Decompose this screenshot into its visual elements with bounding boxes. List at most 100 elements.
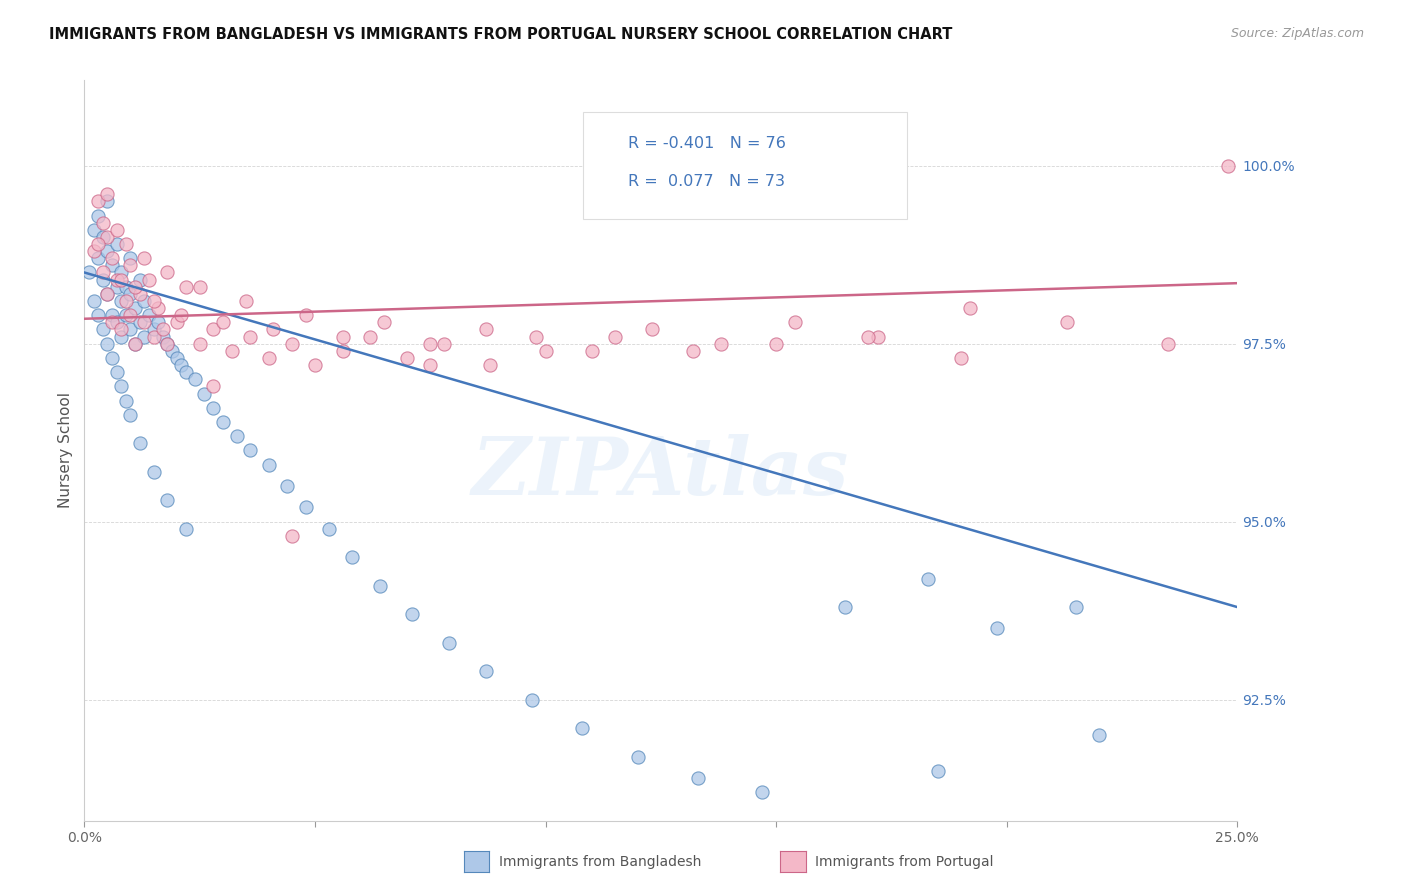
Point: [91, 322, 114, 336]
Text: R = -0.401   N = 76: R = -0.401 N = 76: [628, 136, 786, 151]
Point: [474, 322, 496, 336]
Point: [332, 329, 354, 343]
Point: [110, 329, 132, 343]
Point: [166, 315, 188, 329]
Point: [91, 265, 114, 279]
Point: [110, 293, 132, 308]
Point: [239, 329, 262, 343]
Point: [520, 692, 543, 706]
Text: Immigrants from Bangladesh: Immigrants from Bangladesh: [499, 855, 702, 869]
Point: [281, 336, 304, 351]
Point: [1088, 728, 1111, 742]
Point: [949, 351, 972, 365]
Point: [96, 244, 118, 259]
Point: [866, 329, 889, 343]
Point: [77, 265, 100, 279]
Point: [87, 209, 110, 223]
Point: [110, 265, 132, 279]
Point: [96, 286, 118, 301]
Point: [1157, 336, 1180, 351]
Point: [401, 607, 423, 622]
Point: [115, 279, 138, 293]
Point: [96, 336, 118, 351]
Point: [332, 343, 354, 358]
Point: [124, 279, 146, 293]
Point: [834, 600, 856, 615]
Point: [83, 223, 105, 237]
Point: [751, 785, 773, 799]
Point: [105, 279, 128, 293]
Point: [686, 771, 709, 785]
Point: [156, 493, 179, 508]
Point: [571, 721, 593, 735]
Point: [124, 336, 146, 351]
Point: [202, 322, 225, 336]
Point: [193, 386, 215, 401]
Point: [146, 315, 169, 329]
Point: [105, 315, 128, 329]
Point: [986, 622, 1008, 636]
Text: R =  0.077   N = 73: R = 0.077 N = 73: [628, 174, 786, 188]
Point: [110, 379, 132, 393]
Point: [156, 336, 179, 351]
Point: [105, 272, 128, 286]
Point: [396, 351, 419, 365]
Point: [128, 286, 150, 301]
Point: [101, 351, 124, 365]
Point: [294, 500, 316, 515]
Point: [534, 343, 557, 358]
Point: [294, 308, 316, 322]
Point: [87, 194, 110, 209]
Point: [87, 237, 110, 252]
Point: [105, 237, 128, 252]
Point: [138, 308, 160, 322]
Point: [221, 343, 243, 358]
Point: [101, 308, 124, 322]
Point: [281, 529, 304, 543]
Point: [340, 550, 363, 565]
Point: [262, 322, 284, 336]
Point: [581, 343, 603, 358]
Point: [170, 308, 193, 322]
Point: [927, 764, 949, 778]
Point: [115, 293, 138, 308]
Point: [105, 223, 128, 237]
Point: [682, 343, 704, 358]
Text: Source: ZipAtlas.com: Source: ZipAtlas.com: [1230, 27, 1364, 40]
Point: [474, 664, 496, 678]
Point: [174, 522, 197, 536]
Point: [83, 293, 105, 308]
Point: [160, 343, 183, 358]
Point: [146, 301, 169, 315]
Point: [156, 265, 179, 279]
Point: [166, 351, 188, 365]
Point: [91, 230, 114, 244]
Point: [120, 252, 142, 266]
Point: [83, 244, 105, 259]
Point: [110, 272, 132, 286]
Point: [152, 329, 174, 343]
Point: [437, 635, 460, 649]
Point: [142, 322, 165, 336]
Point: [101, 259, 124, 273]
Point: [202, 401, 225, 415]
Point: [211, 415, 233, 429]
Point: [124, 301, 146, 315]
Point: [917, 572, 939, 586]
Point: [120, 308, 142, 322]
Point: [142, 465, 165, 479]
Point: [304, 358, 326, 372]
Point: [225, 429, 247, 443]
Point: [765, 336, 787, 351]
Point: [96, 194, 118, 209]
Point: [115, 237, 138, 252]
Point: [318, 522, 340, 536]
Point: [124, 336, 146, 351]
Point: [1064, 600, 1087, 615]
Point: [142, 329, 165, 343]
Point: [202, 379, 225, 393]
Point: [96, 187, 118, 202]
Point: [87, 308, 110, 322]
Point: [120, 286, 142, 301]
Point: [235, 293, 257, 308]
